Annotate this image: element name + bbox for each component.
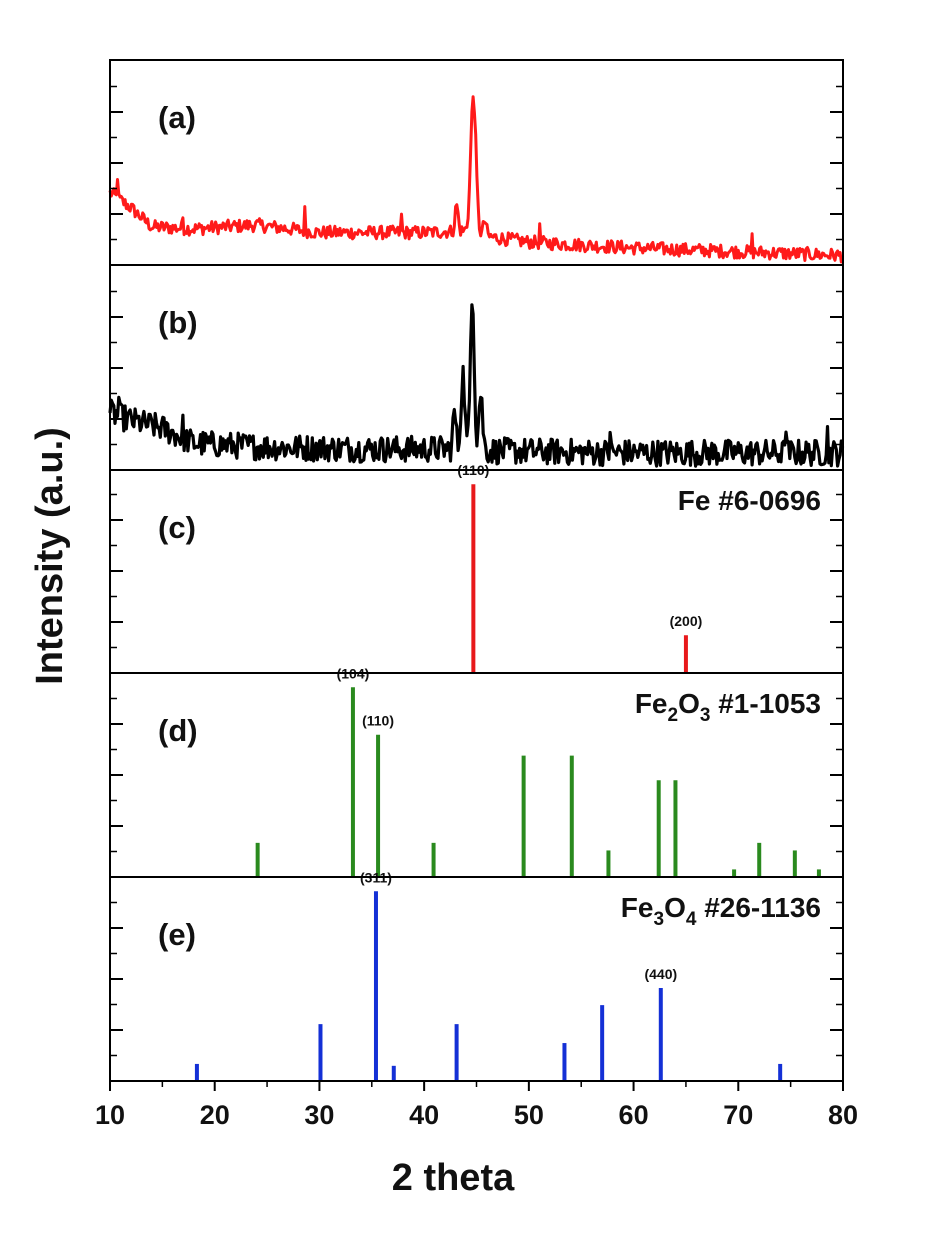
x-tick-label: 30 [304, 1100, 334, 1130]
reference-title-d: Fe2O3 #1-1053 [635, 688, 821, 726]
hkl-label: (110) [362, 713, 394, 729]
y-axis-title: Intensity (a.u.) [29, 427, 71, 685]
panel-d: (104)(110)Fe2O3 #1-1053(d) [109, 665, 844, 878]
x-tick-label: 20 [200, 1100, 230, 1130]
x-tick-label: 60 [619, 1100, 649, 1130]
panel-label-a: (a) [158, 100, 196, 135]
x-tick-label: 80 [828, 1100, 858, 1130]
panels-layer: (a)(b)(110)(200)Fe #6-0696(c)(104)(110)F… [108, 59, 845, 1082]
series-line-b [108, 303, 845, 468]
x-tick-label: 10 [95, 1100, 125, 1130]
x-tick-label: 40 [409, 1100, 439, 1130]
x-axis: 10 20 30 40 50 60 70 80 [95, 1081, 858, 1130]
panel-a: (a) [108, 59, 845, 266]
panel-b: (b) [108, 264, 845, 471]
hkl-label: (440) [644, 966, 677, 982]
panel-label-b: (b) [158, 305, 198, 340]
series-line-a [108, 95, 845, 264]
panel-label-c: (c) [158, 510, 196, 545]
x-tick-label: 50 [514, 1100, 544, 1130]
reference-title-c: Fe #6-0696 [678, 485, 821, 516]
panel-e: (311)(440)Fe3O4 #26-1136(e) [109, 869, 844, 1082]
x-tick-label: 70 [723, 1100, 753, 1130]
x-axis-title: 2 theta [392, 1157, 515, 1199]
panel-label-d: (d) [158, 713, 198, 748]
panel-label-e: (e) [158, 917, 196, 952]
hkl-label: (200) [670, 613, 703, 629]
panel-c: (110)(200)Fe #6-0696(c) [109, 462, 844, 674]
reference-title-e: Fe3O4 #26-1136 [621, 892, 821, 930]
